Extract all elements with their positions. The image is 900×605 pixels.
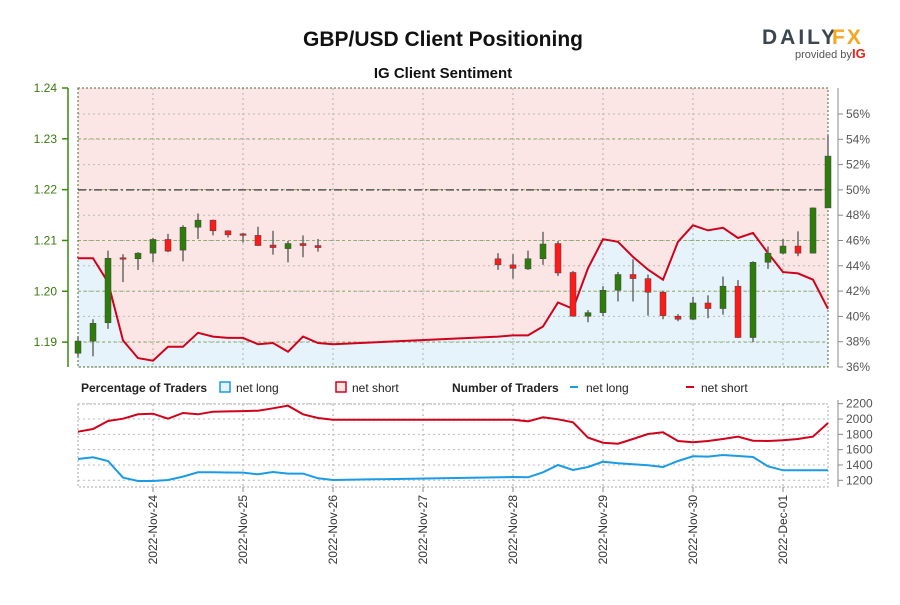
candle-bearish xyxy=(119,257,127,260)
net-long-pct-line xyxy=(77,224,829,362)
pct-tick-label: 56% xyxy=(846,107,870,121)
legend-num-title: Number of Traders xyxy=(452,381,559,395)
candle-bullish xyxy=(524,258,532,270)
pct-tick-label: 48% xyxy=(846,208,870,222)
price-tick-label: 1.24 xyxy=(34,81,58,95)
chart-title: GBP/USD Client Positioning xyxy=(303,28,583,51)
candle-bullish xyxy=(614,274,622,291)
candle-bullish xyxy=(74,340,82,354)
candle-bearish xyxy=(224,230,232,236)
plot-border xyxy=(77,87,829,368)
candle-bullish xyxy=(584,312,592,317)
candle-bearish xyxy=(659,292,667,316)
candle-bullish xyxy=(764,252,772,263)
pct-tick-label: 38% xyxy=(846,335,870,349)
candle-bullish xyxy=(134,252,142,260)
legend-pct-long-swatch xyxy=(219,381,231,393)
candle-bearish xyxy=(209,219,217,232)
net-long-area xyxy=(78,225,828,367)
pct-tick-label: 54% xyxy=(846,132,870,146)
count-tick-label: 2000 xyxy=(846,412,873,426)
candle-bullish xyxy=(104,257,112,324)
legend: Percentage of Traders net long net short… xyxy=(81,381,748,395)
count-tick-label: 1800 xyxy=(846,427,873,441)
pct-tick-label: 44% xyxy=(846,259,870,273)
price-sentiment-plot: 36% 38% 40% 42% 44% 46% 48% 50% 52% 54% 56% 1.19 1.2… xyxy=(34,81,871,374)
candle-bullish xyxy=(749,262,757,338)
candle-bearish xyxy=(239,233,247,236)
x-tick-label: 2022-Nov-24 xyxy=(146,495,160,565)
x-tick-label: 2022-Dec-01 xyxy=(776,495,790,565)
x-tick-label: 2022-Nov-30 xyxy=(686,495,700,565)
net-long-count-line xyxy=(77,453,828,482)
candle-bullish xyxy=(689,302,697,320)
price-tick-label: 1.23 xyxy=(34,132,58,146)
x-tick-label: 2022-Nov-29 xyxy=(596,495,610,565)
candle-bearish xyxy=(314,245,322,248)
candle-bearish xyxy=(734,285,742,338)
candle-bearish xyxy=(554,243,562,274)
x-tick-label: 2022-Nov-27 xyxy=(416,495,430,565)
price-tick-label: 1.19 xyxy=(34,335,58,349)
candle-bullish xyxy=(824,155,832,209)
candle-bullish xyxy=(779,245,787,254)
legend-pct-short-swatch xyxy=(335,381,347,393)
pct-tick-label: 46% xyxy=(846,234,870,248)
dailyfx-logo: DAILY FX provided by IG xyxy=(762,26,866,61)
svg-text:DAILY: DAILY xyxy=(762,26,838,49)
pct-tick-label: 40% xyxy=(846,309,870,323)
count-tick-label: 2200 xyxy=(846,397,873,411)
legend-pct-long: net long xyxy=(236,381,279,395)
candle-bearish xyxy=(629,274,637,279)
candle-bearish xyxy=(509,264,517,269)
candle-bearish xyxy=(569,272,577,317)
svg-text:FX: FX xyxy=(832,26,863,49)
candle-bearish xyxy=(269,244,277,248)
price-tick-label: 1.22 xyxy=(34,183,58,197)
chart-subtitle: IG Client Sentiment xyxy=(374,65,512,82)
candle-bearish xyxy=(164,239,172,252)
legend-pct-short: net short xyxy=(352,381,399,395)
candle-bullish xyxy=(149,239,157,254)
candle-bearish xyxy=(254,235,262,246)
legend-num-long: net long xyxy=(586,381,629,395)
price-tick-label: 1.21 xyxy=(34,233,58,247)
x-axis: 2022-Nov-24 2022-Nov-25 2022-Nov-26 2022-No… xyxy=(146,487,790,564)
pct-tick-label: 36% xyxy=(846,360,870,374)
pct-tick-label: 52% xyxy=(846,158,870,172)
count-tick-label: 1200 xyxy=(846,473,873,487)
sub-plot-border xyxy=(77,403,829,488)
candle-bearish xyxy=(674,315,682,320)
candle-bullish xyxy=(89,323,97,342)
candle-bullish xyxy=(194,219,202,228)
svg-text:IG: IG xyxy=(852,46,866,61)
pct-tick-label: 42% xyxy=(846,284,870,298)
candle-bullish xyxy=(539,243,547,260)
x-tick-label: 2022-Nov-28 xyxy=(506,495,520,565)
candle-bullish xyxy=(719,285,727,309)
price-tick-label: 1.20 xyxy=(34,284,58,298)
candle-bearish xyxy=(494,258,502,266)
svg-text:provided by: provided by xyxy=(795,49,852,61)
candle-bearish xyxy=(299,243,307,246)
candle-bullish xyxy=(179,226,187,251)
candle-bullish xyxy=(284,243,292,249)
candle-bearish xyxy=(794,245,802,254)
legend-num-short: net short xyxy=(701,381,748,395)
candle-bearish xyxy=(704,302,712,309)
count-tick-label: 1600 xyxy=(846,443,873,457)
candle-bearish xyxy=(644,278,652,293)
x-tick-label: 2022-Nov-26 xyxy=(326,495,340,565)
x-tick-label: 2022-Nov-25 xyxy=(236,495,250,565)
candle-bullish xyxy=(599,290,607,313)
candle-bullish xyxy=(809,207,817,254)
legend-pct-title: Percentage of Traders xyxy=(81,381,207,395)
pct-tick-label: 50% xyxy=(846,183,870,197)
count-tick-label: 1400 xyxy=(846,458,873,472)
net-short-count-line xyxy=(77,404,829,445)
